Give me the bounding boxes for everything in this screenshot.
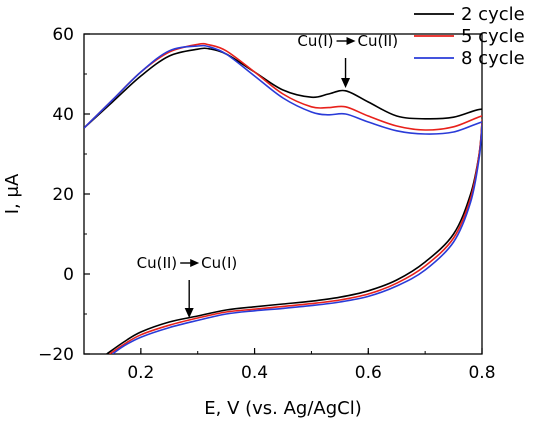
x-tick-label: 0.8 — [468, 363, 495, 383]
annotation-arrowhead-down — [184, 308, 194, 318]
annotation-layer: Cu(I) Cu(II) Cu(II) Cu(I) — [137, 32, 398, 318]
x-axis-ticks: 0.2 0.4 0.6 0.8 — [83, 348, 496, 383]
annotation-arrowhead-right — [346, 37, 356, 45]
y-tick-label: −20 — [38, 345, 74, 365]
annotation-label-to: Cu(I) — [201, 254, 237, 272]
annotation-label-to: Cu(II) — [358, 32, 399, 50]
annotation-label-from: Cu(I) — [297, 32, 333, 50]
legend-label: 8 cycle — [461, 48, 525, 69]
y-tick-label: 20 — [52, 185, 74, 205]
x-tick-label: 0.2 — [127, 363, 154, 383]
series-line-2 — [84, 42, 482, 354]
series-layer — [84, 42, 482, 354]
legend-label: 2 cycle — [461, 4, 525, 25]
x-tick-label: 0.6 — [355, 363, 382, 383]
annotation-arrowhead-right — [190, 259, 200, 267]
plot-area: 0.2 0.4 0.6 0.8 −20 0 20 40 60 Cu(I) Cu(II) Cu(II… — [38, 25, 495, 383]
series-line-1 — [84, 47, 482, 354]
annotation-arrowhead-down — [341, 78, 351, 88]
y-tick-label: 60 — [52, 25, 74, 45]
series-line-3 — [84, 44, 482, 354]
annotation-label-from: Cu(II) — [137, 254, 178, 272]
x-tick-label: 0.4 — [241, 363, 268, 383]
x-axis-title: E, V (vs. Ag/AgCl) — [204, 398, 361, 419]
legend-label: 5 cycle — [461, 26, 525, 47]
y-tick-label: 40 — [52, 105, 74, 125]
y-axis-ticks: −20 0 20 40 60 — [38, 25, 90, 365]
y-axis-title: I, μA — [2, 173, 23, 214]
y-tick-label: 0 — [63, 265, 74, 285]
